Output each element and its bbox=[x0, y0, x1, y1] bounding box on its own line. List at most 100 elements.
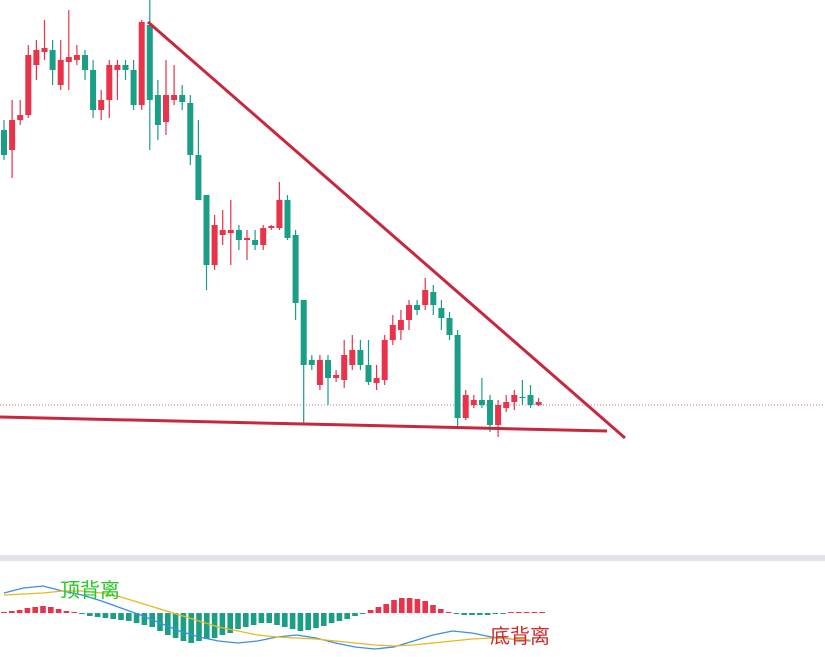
candle-body bbox=[341, 355, 348, 380]
candle-body bbox=[316, 360, 323, 385]
candle-body bbox=[438, 308, 445, 318]
candle-body bbox=[308, 360, 315, 365]
candle-body bbox=[487, 400, 493, 425]
candle-body bbox=[154, 95, 161, 125]
candle-body bbox=[478, 400, 485, 405]
macd-bar bbox=[516, 612, 522, 613]
candle-body bbox=[73, 55, 80, 60]
macd-bar bbox=[87, 613, 93, 616]
support-line bbox=[0, 415, 608, 433]
pane-separator bbox=[0, 555, 825, 561]
macd-bar bbox=[172, 613, 179, 638]
candle-body bbox=[130, 70, 137, 105]
candle-body bbox=[203, 195, 210, 265]
macd-bar bbox=[430, 605, 436, 613]
macd-bar bbox=[32, 607, 38, 613]
candle-body bbox=[114, 65, 121, 70]
macd-bar bbox=[484, 613, 491, 615]
candle-body bbox=[41, 48, 48, 52]
macd-bar bbox=[523, 612, 530, 613]
macd-bar bbox=[9, 611, 15, 613]
candle-body bbox=[82, 55, 88, 70]
candle-body bbox=[381, 340, 388, 380]
macd-bar bbox=[1, 612, 7, 613]
candle-body bbox=[349, 350, 356, 365]
macd-bar bbox=[204, 613, 210, 639]
candle-body bbox=[211, 225, 218, 265]
candle-body bbox=[57, 60, 64, 85]
macd-bar bbox=[383, 604, 389, 613]
candle-body bbox=[25, 55, 32, 115]
candle-body bbox=[49, 50, 56, 70]
macd-bar bbox=[445, 612, 452, 613]
macd-bar bbox=[16, 610, 23, 613]
candle-body bbox=[138, 22, 145, 105]
macd-bar bbox=[282, 613, 288, 627]
macd-line bbox=[3, 585, 531, 650]
macd-bar bbox=[71, 612, 77, 613]
candle-body bbox=[98, 100, 105, 110]
candle-body bbox=[260, 228, 267, 245]
macd-bar bbox=[305, 613, 311, 630]
candle-body bbox=[106, 65, 113, 100]
macd-bar bbox=[63, 611, 70, 613]
candle-body bbox=[325, 360, 331, 378]
macd-bar bbox=[79, 613, 85, 614]
macd-bar bbox=[453, 613, 460, 614]
macd-bar bbox=[141, 613, 148, 625]
candle-body bbox=[300, 300, 307, 365]
macd-pane bbox=[1, 585, 545, 650]
candle-body bbox=[511, 395, 518, 402]
annotation: 底背离 bbox=[490, 624, 550, 648]
macd-bar bbox=[352, 613, 358, 616]
macd-bar bbox=[406, 598, 413, 613]
macd-bar bbox=[469, 613, 475, 615]
macd-bar bbox=[94, 613, 101, 617]
macd-bar bbox=[180, 613, 187, 641]
macd-bar bbox=[336, 613, 343, 621]
macd-bar bbox=[196, 613, 202, 641]
macd-bar bbox=[188, 613, 194, 643]
candle-body bbox=[373, 378, 380, 383]
macd-bar bbox=[102, 613, 109, 618]
macd-bar bbox=[157, 613, 163, 631]
macd-bar bbox=[126, 613, 132, 621]
candle-body bbox=[252, 240, 259, 245]
candle-body bbox=[33, 50, 40, 65]
candle-body bbox=[244, 238, 250, 240]
macd-bar bbox=[461, 613, 467, 615]
macd-bar bbox=[110, 613, 116, 619]
macd-bar bbox=[243, 613, 249, 627]
candles bbox=[1, 0, 542, 437]
candle-body bbox=[163, 95, 169, 122]
candle-body bbox=[414, 305, 421, 310]
candle-body bbox=[406, 305, 412, 320]
candle-body bbox=[527, 395, 534, 405]
macd-bar bbox=[235, 613, 241, 629]
macd-bar bbox=[492, 613, 499, 614]
macd-bar bbox=[165, 613, 171, 635]
macd-bar bbox=[360, 613, 366, 614]
candle-body bbox=[535, 402, 542, 405]
candle-body bbox=[195, 155, 202, 200]
macd-bar bbox=[250, 613, 257, 625]
candle-body bbox=[333, 375, 340, 378]
candle-body bbox=[276, 200, 283, 228]
macd-bar bbox=[133, 613, 140, 623]
candle-body bbox=[219, 230, 226, 235]
macd-bar bbox=[391, 600, 397, 613]
candle-body bbox=[495, 405, 502, 425]
macd-bar bbox=[508, 612, 514, 613]
candle-body bbox=[65, 57, 72, 62]
macd-bar bbox=[40, 606, 46, 613]
macd-bar bbox=[438, 609, 444, 613]
macd-bar bbox=[118, 613, 124, 620]
candle-body bbox=[284, 200, 291, 238]
resistance-line bbox=[147, 20, 626, 440]
candle-body bbox=[397, 320, 404, 330]
macd-bar bbox=[477, 613, 483, 615]
macd-bar bbox=[297, 613, 304, 631]
candle-body bbox=[227, 230, 234, 233]
macd-bar bbox=[274, 613, 280, 625]
candle-body bbox=[462, 395, 469, 418]
